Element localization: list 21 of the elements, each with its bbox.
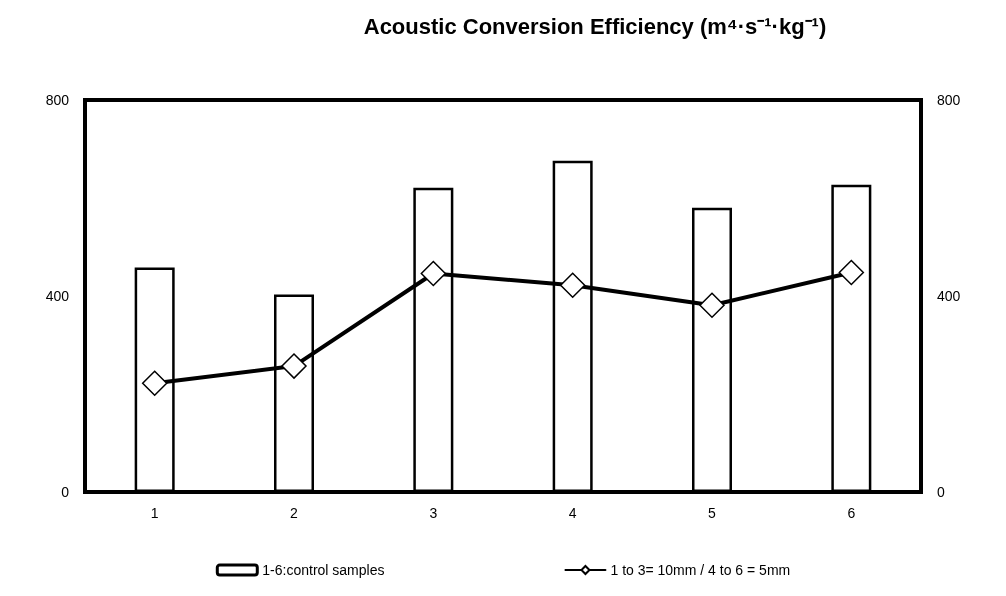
- y2-tick-label: 400: [937, 288, 961, 304]
- y-tick-label: 0: [61, 484, 70, 500]
- point: [699, 292, 725, 319]
- chart-title: Acoustic Conversion Efficiency (m⁴·s⁻¹·kg⁻¹): [363, 13, 827, 39]
- legend-label: 1-6:control samples: [262, 562, 385, 578]
- x-tick-label: 6: [847, 505, 856, 521]
- y2-tick-label: 800: [937, 92, 961, 108]
- point: [420, 260, 447, 287]
- x-tick-label: 2: [290, 505, 299, 521]
- y-tick-label: 400: [45, 288, 70, 304]
- x-tick-label: 3: [429, 505, 438, 521]
- x-tick-label: 4: [568, 505, 577, 521]
- legend-label: 1 to 3= 10mm / 4 to 6 = 5mm: [610, 562, 791, 578]
- point: [838, 259, 865, 286]
- point: [281, 353, 307, 379]
- x-tick-label: 5: [708, 505, 717, 521]
- y2-tick-label: 0: [937, 484, 945, 500]
- y-tick-label: 800: [45, 92, 70, 108]
- point: [141, 370, 168, 396]
- x-tick-label: 1: [150, 505, 159, 521]
- point: [559, 272, 586, 298]
